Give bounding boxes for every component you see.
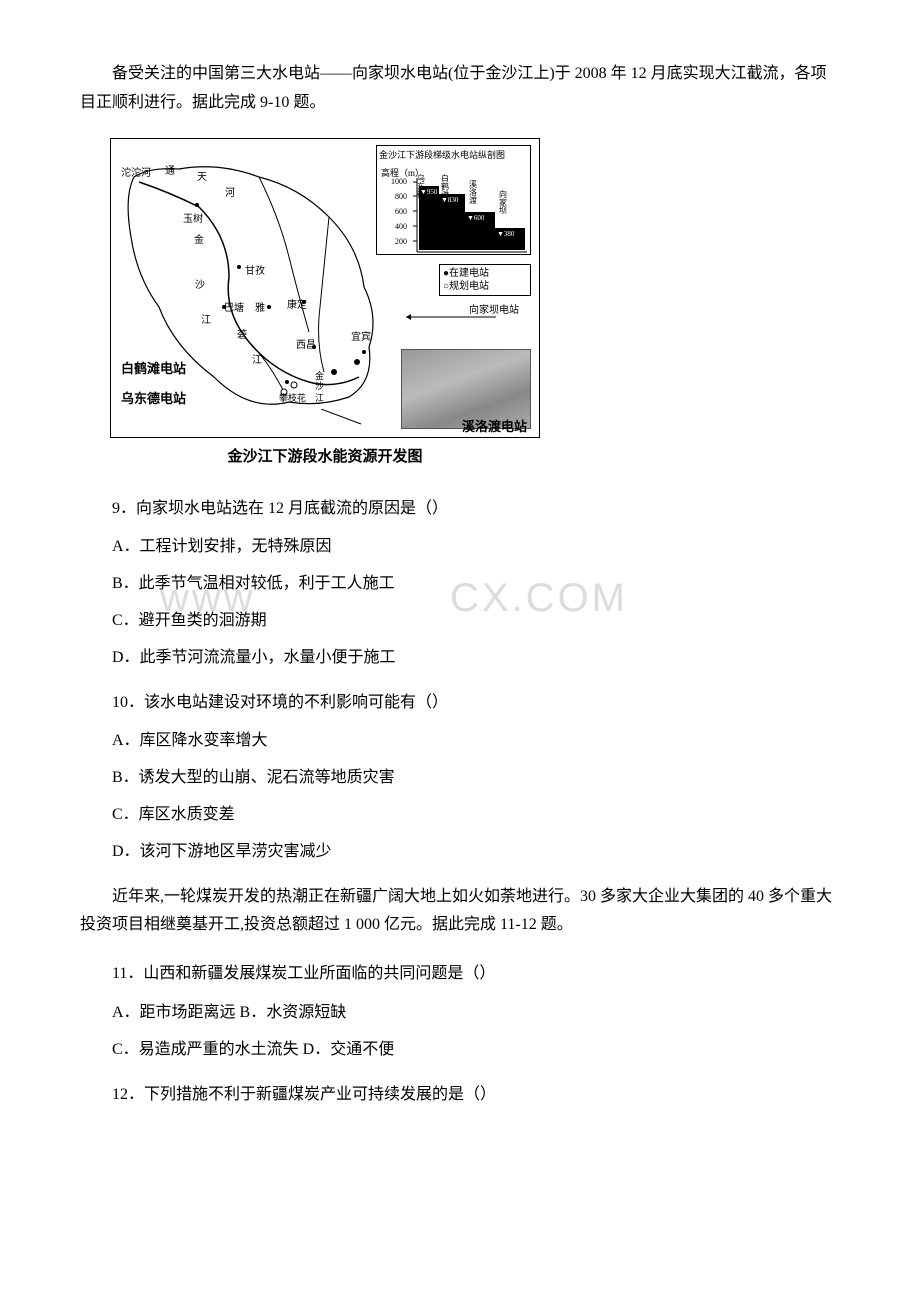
arrow-svg	[401, 309, 531, 349]
v830: ▼830	[441, 196, 459, 204]
q10-B: B．诱发大型的山崩、泥石流等地质灾害	[80, 764, 840, 793]
ganzi-dot	[237, 265, 241, 269]
ganzi-label: 甘孜	[245, 263, 265, 281]
xiluodu-station-label: 溪洛渡电站	[462, 415, 527, 438]
passage2-intro: 近年来,一轮煤炭开发的热潮正在新疆广阔大地上如火如荼地进行。30 多家大企业大集…	[80, 883, 840, 941]
q9-A: A．工程计划安排，无特殊原因	[80, 533, 840, 562]
q10-stem: 10．该水电站建设对环境的不利影响可能有（）	[80, 689, 840, 718]
tongtian-label1: 通	[165, 163, 175, 181]
yibin-dot	[362, 350, 366, 354]
batang-label: 巴塘	[224, 300, 244, 318]
v950: ▼950	[420, 188, 438, 196]
tongtian-label2: 天	[197, 169, 207, 187]
q9-B: B．此季节气温相对较低，利于工人施工	[80, 570, 840, 599]
q12-stem: 12．下列措施不利于新疆煤炭产业可持续发展的是（）	[80, 1081, 840, 1110]
legend-box: ●在建电站 ○规划电站	[439, 264, 531, 296]
baihetan-arrow	[321, 409, 401, 429]
s4: 向家坝	[499, 189, 508, 215]
inset-chart: 金沙江下游段梯级水电站纵剖图 高程（m） 1000 800 600 400 20…	[376, 145, 531, 255]
inset-title: 金沙江下游段梯级水电站纵剖图	[377, 146, 530, 164]
ytick-1000: 1000	[391, 177, 407, 186]
v600: ▼600	[467, 214, 485, 222]
jinsha-river	[139, 182, 359, 385]
yajiang-dot	[267, 305, 271, 309]
jin-label: 金	[194, 232, 204, 250]
legend-item-1: ●在建电站	[443, 267, 527, 280]
xiangjiaba-marker	[354, 359, 360, 365]
q9-stem: 9．向家坝水电站选在 12 月底截流的原因是（）	[80, 495, 840, 524]
q9-D: D．此季节河流流量小，水量小便于施工	[80, 644, 840, 673]
panzhihua-label: 攀枝花	[279, 390, 306, 406]
inset-svg: 高程（m） 1000 800 600 400 200 乌东德	[377, 164, 530, 258]
yalong-label: 砻	[237, 327, 247, 345]
q9-C: C．避开鱼类的洄游期	[80, 607, 840, 636]
tuotuo-label: 沱沱河	[121, 165, 151, 183]
v380: ▼380	[497, 230, 515, 238]
tongtian-label3: 河	[225, 185, 235, 203]
xichang-label: 西昌	[296, 337, 316, 355]
ytick-400: 400	[395, 222, 407, 231]
baihetan-marker	[291, 382, 297, 388]
ytick-200: 200	[395, 237, 407, 246]
sha-label: 沙	[195, 277, 205, 295]
q11-stem: 11．山西和新疆发展煤炭工业所面临的共同问题是（）	[80, 960, 840, 989]
yushu-label: 玉树	[183, 211, 203, 229]
ytick-600: 600	[395, 207, 407, 216]
xiluodu-marker	[331, 369, 337, 375]
ya-label: 雅	[255, 300, 265, 318]
yibin-label: 宜宾	[351, 329, 371, 347]
jiang3-label: 江	[315, 390, 324, 406]
wudongde-station-label: 乌东德电站	[121, 387, 186, 410]
panzhihua-dot	[285, 380, 289, 384]
diagram-box: 沱沱河 通 天 河 玉树 金 甘孜 沙 巴塘 雅 康定 江 砻 宜宾 西昌 江 …	[110, 138, 540, 438]
jiang-label: 江	[201, 312, 211, 330]
diagram-caption: 金沙江下游段水能资源开发图	[110, 444, 540, 471]
diagram-container: 沱沱河 通 天 河 玉树 金 甘孜 沙 巴塘 雅 康定 江 砻 宜宾 西昌 江 …	[80, 138, 840, 471]
passage1-intro: 备受关注的中国第三大水电站——向家坝水电站(位于金沙江上)于 2008 年 12…	[80, 60, 840, 118]
kangding-label: 康定	[287, 297, 307, 315]
jiang2-label: 江	[252, 352, 262, 370]
q10-A: A．库区降水变率增大	[80, 727, 840, 756]
q10-D: D．该河下游地区旱涝灾害减少	[80, 838, 840, 867]
q11-CD: C．易造成严重的水土流失 D．交通不便	[80, 1036, 840, 1065]
yushu-dot	[195, 203, 199, 207]
map-area: 沱沱河 通 天 河 玉树 金 甘孜 沙 巴塘 雅 康定 江 砻 宜宾 西昌 江 …	[119, 147, 399, 427]
trib2	[319, 217, 329, 372]
baihetan-station-label: 白鹤滩电站	[121, 357, 186, 380]
q11-AB: A．距市场距离远 B．水资源短缺	[80, 999, 840, 1028]
legend-item-2: ○规划电站	[443, 280, 527, 293]
q10-C: C．库区水质变差	[80, 801, 840, 830]
ytick-800: 800	[395, 192, 407, 201]
s3: 溪洛渡	[469, 179, 478, 205]
